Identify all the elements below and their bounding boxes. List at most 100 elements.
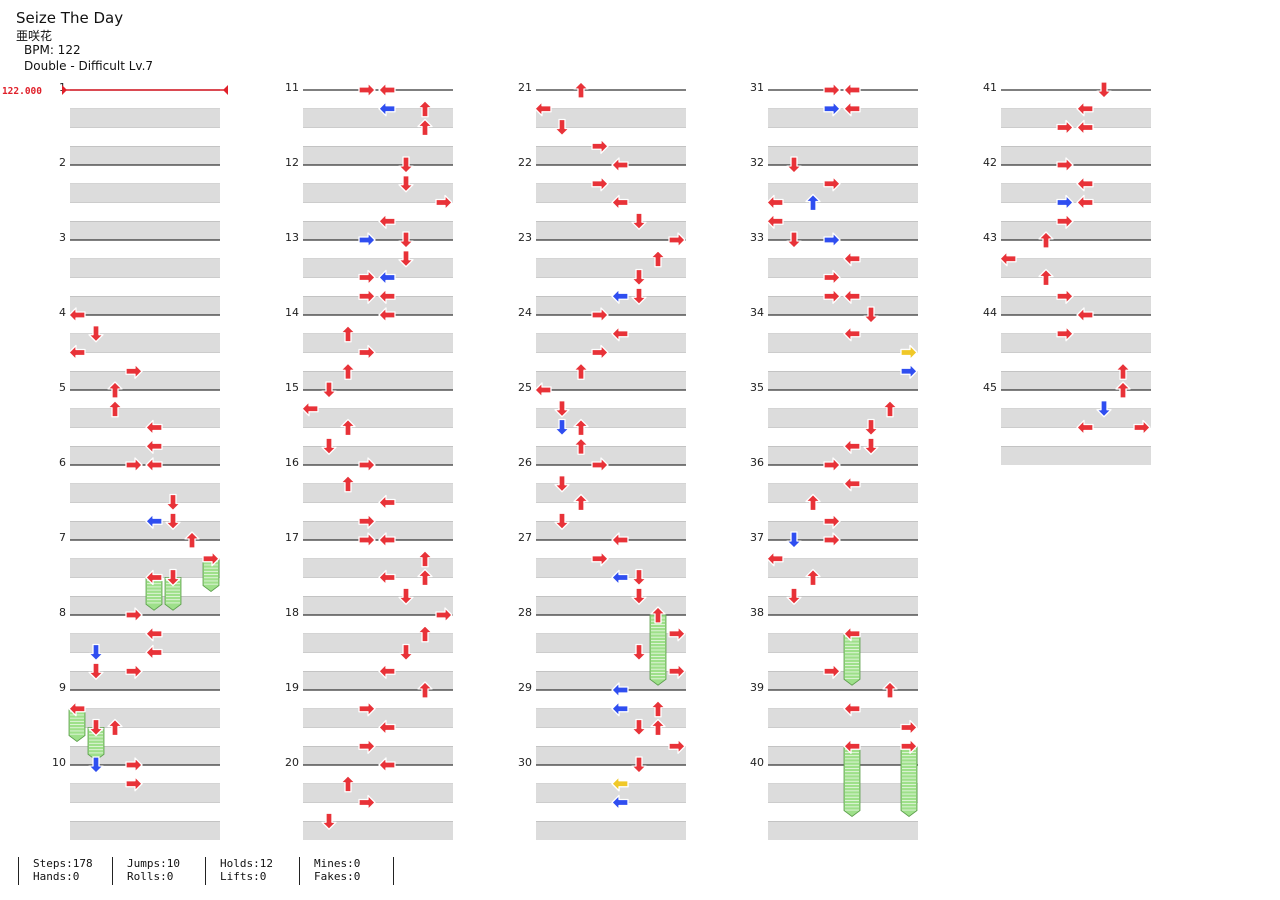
measure-number: 14 bbox=[285, 306, 299, 319]
arrow-shape bbox=[378, 663, 396, 679]
beat-band bbox=[536, 221, 686, 240]
arrow-shape bbox=[823, 288, 841, 304]
arrow-shape bbox=[591, 457, 609, 473]
arrow-up-icon bbox=[107, 381, 123, 399]
arrow-right-icon bbox=[125, 457, 143, 473]
hold-body bbox=[202, 558, 220, 592]
arrow-shape bbox=[843, 288, 861, 304]
arrow-shape bbox=[1076, 119, 1094, 136]
arrow-right-icon bbox=[900, 344, 918, 361]
arrow-shape bbox=[202, 551, 220, 567]
arrow-right-icon bbox=[591, 344, 609, 361]
arrow-shape bbox=[611, 288, 629, 304]
arrow-shape bbox=[1115, 362, 1131, 380]
arrow-shape bbox=[125, 607, 143, 623]
arrow-shape bbox=[534, 101, 552, 117]
arrow-left-icon bbox=[611, 682, 629, 698]
arrow-left-icon bbox=[378, 269, 396, 286]
stat-hands: Hands:0 bbox=[33, 870, 80, 883]
arrow-down-icon bbox=[631, 587, 647, 605]
arrow-right-icon bbox=[668, 232, 686, 248]
arrow-up-icon bbox=[882, 681, 898, 699]
arrow-shape bbox=[766, 194, 784, 211]
arrow-left-icon bbox=[534, 382, 552, 398]
arrow-shape bbox=[882, 681, 898, 699]
arrow-right-icon bbox=[668, 626, 686, 642]
measure-number: 3 bbox=[59, 231, 66, 244]
arrow-up-icon bbox=[573, 493, 589, 512]
arrow-shape bbox=[611, 157, 629, 173]
arrow-shape bbox=[165, 493, 181, 512]
arrow-left-icon bbox=[843, 626, 861, 642]
beat-band bbox=[70, 183, 220, 203]
stat-rolls: Rolls:0 bbox=[127, 870, 174, 883]
arrow-shape bbox=[631, 568, 647, 587]
stat-steps: Steps:178 bbox=[33, 857, 93, 870]
arrow-shape bbox=[786, 531, 802, 549]
arrow-shape bbox=[900, 363, 918, 379]
beat-band bbox=[536, 558, 686, 578]
arrow-left-icon bbox=[378, 532, 396, 548]
arrow-left-icon bbox=[378, 719, 396, 736]
arrow-up-icon bbox=[340, 775, 356, 793]
arrow-down-icon bbox=[398, 231, 414, 249]
beat-band bbox=[768, 746, 918, 765]
beat-band bbox=[70, 633, 220, 653]
arrow-shape bbox=[591, 176, 609, 192]
measure-number: 37 bbox=[750, 531, 764, 544]
beat-band bbox=[303, 446, 453, 465]
arrow-shape bbox=[340, 325, 356, 343]
arrow-down-icon bbox=[554, 475, 570, 493]
arrow-shape bbox=[145, 513, 163, 529]
arrow-right-icon bbox=[358, 532, 376, 548]
arrow-shape bbox=[165, 512, 181, 530]
arrow-shape bbox=[125, 363, 143, 379]
beat-band bbox=[536, 483, 686, 503]
arrow-shape bbox=[1056, 326, 1074, 342]
arrow-shape bbox=[900, 344, 918, 361]
arrow-down-icon bbox=[398, 250, 414, 268]
arrow-shape bbox=[358, 532, 376, 548]
arrow-shape bbox=[823, 532, 841, 548]
beat-band bbox=[536, 333, 686, 353]
beat-band bbox=[536, 408, 686, 428]
arrow-up-icon bbox=[650, 700, 666, 718]
arrow-shape bbox=[398, 250, 414, 268]
arrow-right-icon bbox=[1056, 288, 1074, 304]
arrow-shape bbox=[1076, 419, 1094, 436]
arrow-shape bbox=[1115, 381, 1131, 399]
arrow-shape bbox=[843, 701, 861, 717]
beat-band bbox=[768, 671, 918, 690]
arrow-left-icon bbox=[843, 251, 861, 267]
arrow-shape bbox=[378, 532, 396, 548]
arrow-up-icon bbox=[184, 531, 200, 549]
arrow-shape bbox=[378, 719, 396, 736]
arrow-left-icon bbox=[378, 101, 396, 117]
arrow-left-icon bbox=[68, 307, 86, 323]
beat-band bbox=[536, 746, 686, 765]
arrow-down-icon bbox=[398, 175, 414, 193]
arrow-left-icon bbox=[145, 419, 163, 436]
arrow-right-icon bbox=[900, 738, 918, 754]
stat-holds: Holds:12 bbox=[220, 857, 273, 870]
stats-col-steps: Steps:178 Hands:0 bbox=[18, 857, 93, 885]
arrow-shape bbox=[786, 156, 802, 174]
arrow-shape bbox=[573, 81, 589, 99]
arrow-shape bbox=[554, 475, 570, 493]
arrow-shape bbox=[863, 437, 879, 455]
arrow-down-icon bbox=[631, 287, 647, 305]
arrow-right-icon bbox=[125, 363, 143, 379]
hold-body bbox=[164, 577, 182, 611]
measure-number: 15 bbox=[285, 381, 299, 394]
beat-band bbox=[1001, 221, 1151, 240]
beat-band bbox=[536, 183, 686, 203]
beat-band bbox=[768, 446, 918, 465]
arrow-left-icon bbox=[843, 326, 861, 342]
beat-band bbox=[768, 596, 918, 615]
arrow-shape bbox=[1056, 157, 1074, 173]
arrow-shape bbox=[611, 532, 629, 548]
arrow-up-icon bbox=[417, 568, 433, 587]
measure-number: 43 bbox=[983, 231, 997, 244]
beat-band bbox=[70, 408, 220, 428]
arrow-shape bbox=[573, 437, 589, 455]
